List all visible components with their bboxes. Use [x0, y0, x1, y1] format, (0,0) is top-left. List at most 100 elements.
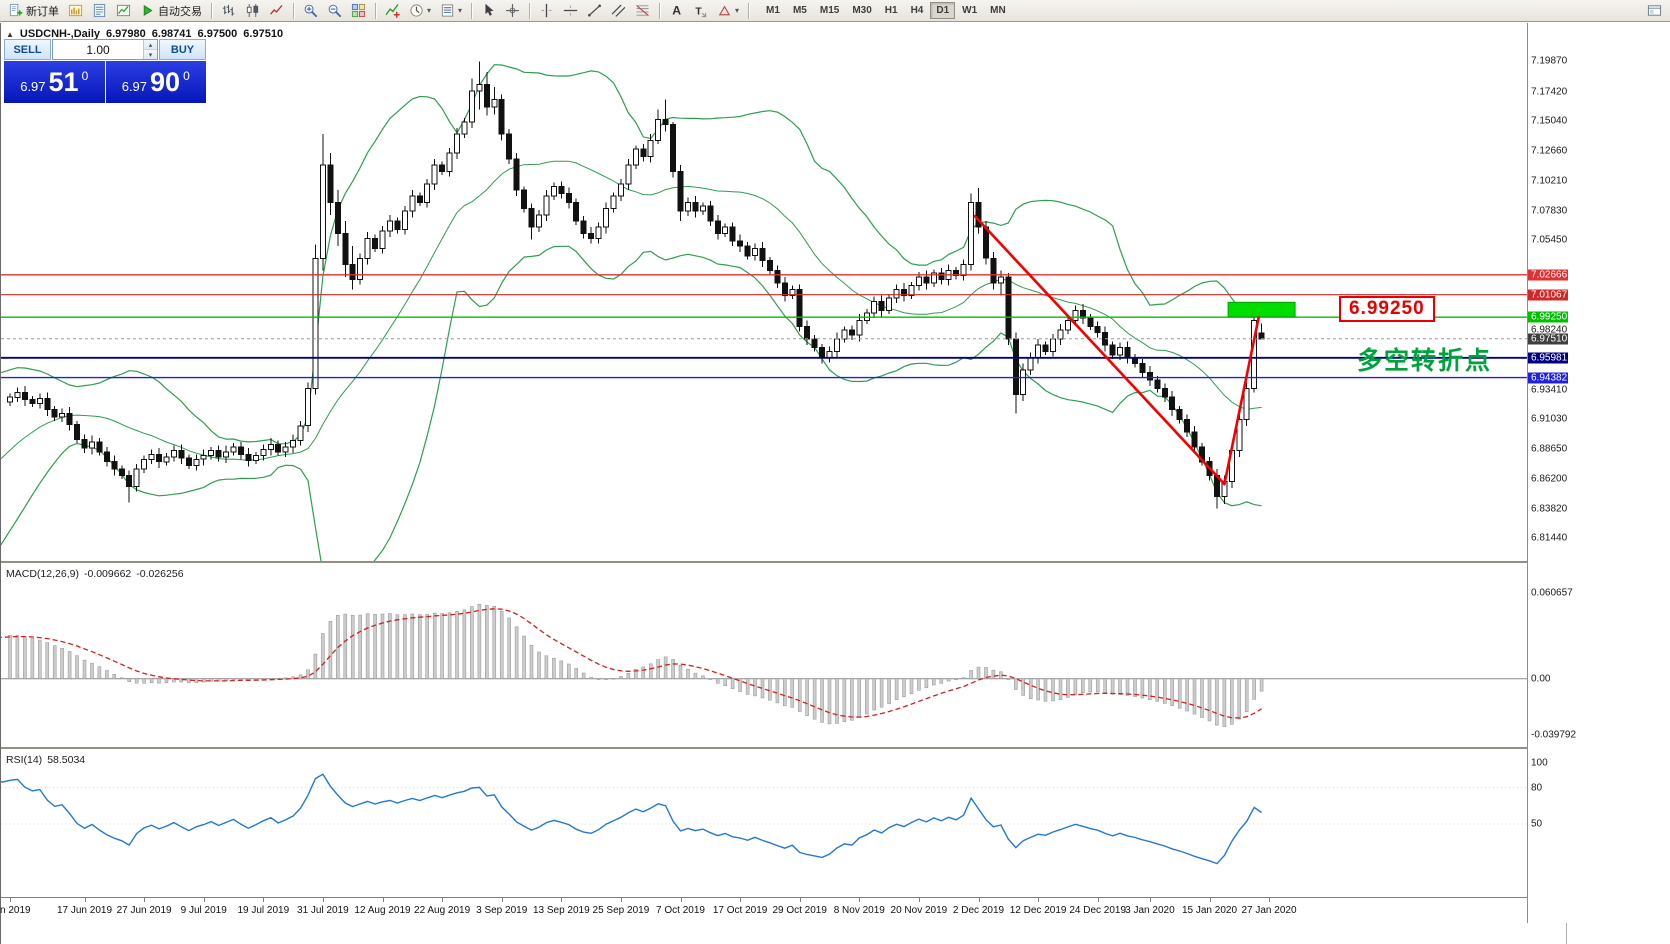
text-button[interactable]: A — [665, 1, 688, 21]
zoom-in-button[interactable] — [299, 1, 322, 21]
zoom-out-button[interactable] — [323, 1, 346, 21]
time-label: 29 Oct 2019 — [772, 905, 827, 916]
indicators-button[interactable] — [381, 1, 404, 21]
price-scale[interactable]: 7.19870 7.17420 7.15040 7.12660 7.10210 7.078… — [1527, 23, 1576, 923]
toolbar-separator — [529, 2, 531, 19]
volume-down-button[interactable]: ▾ — [144, 50, 157, 59]
buy-price-display[interactable]: 6.97 90 0 — [105, 61, 206, 103]
time-label: 25 Sep 2019 — [592, 905, 650, 916]
time-label: 12 Aug 2019 — [354, 905, 411, 916]
time-tick — [501, 898, 503, 902]
timeframe-m1-button[interactable]: M1 — [760, 2, 786, 19]
tile-windows-button[interactable] — [347, 1, 370, 21]
price-tick: 7.12660 — [1531, 145, 1568, 157]
text-icon: A — [669, 3, 684, 18]
macd-tick: 0.00 — [1531, 673, 1551, 685]
autotrading-button[interactable]: 自动交易 — [136, 1, 206, 21]
time-label: 15 Jan 2020 — [1181, 905, 1238, 916]
new-order-label: 新订单 — [26, 5, 59, 18]
horizontal-line-icon — [563, 3, 578, 18]
templates-icon — [440, 3, 455, 18]
turning-point-label[interactable]: 多空转折点 — [1357, 347, 1493, 375]
panel-divider-1[interactable] — [1, 561, 1568, 563]
timeframe-h4-button[interactable]: H4 — [905, 2, 930, 19]
price-tick: 7.07830 — [1531, 205, 1568, 217]
text-label-button[interactable]: T — [689, 1, 712, 21]
templates-button[interactable]: ▾ — [436, 1, 466, 21]
sell-price-display[interactable]: 6.97 51 0 — [4, 61, 105, 103]
sell-price-small: 6.97 — [20, 78, 46, 94]
channel-button[interactable] — [607, 1, 630, 21]
data-window-button[interactable] — [88, 1, 111, 21]
shapes-icon — [717, 3, 732, 18]
shapes-button[interactable]: ▾ — [713, 1, 743, 21]
time-tick — [561, 898, 563, 902]
price-tick: 7.17420 — [1531, 86, 1568, 98]
time-label: 3 Jan 2020 — [1125, 905, 1175, 916]
zoom-out-icon — [327, 3, 342, 18]
macd-chart[interactable] — [1, 565, 1527, 747]
vertical-line-button[interactable] — [535, 1, 558, 21]
tile-windows-icon — [351, 3, 366, 18]
line-chart-icon — [269, 3, 284, 18]
crosshair-button[interactable] — [501, 1, 524, 21]
rsi-tick: 80 — [1531, 782, 1543, 793]
trend-line-objects[interactable] — [973, 214, 1260, 486]
current-price-label: 6.97510 — [1528, 333, 1568, 345]
timeframe-w1-button[interactable]: W1 — [956, 2, 983, 19]
sell-button[interactable]: SELL — [4, 39, 51, 60]
bars-chart-button[interactable] — [217, 1, 240, 21]
line-chart-button[interactable] — [265, 1, 288, 21]
toolbar-separator — [748, 2, 750, 19]
chart-window: ▲ USDCNH-,Daily 6.97980 6.98741 6.97500 … — [0, 23, 1576, 944]
time-label: 3 Sep 2019 — [476, 905, 528, 916]
level-price-label: 6.94382 — [1528, 372, 1568, 384]
horizontal-levels[interactable] — [1, 274, 1527, 379]
trendline-button[interactable] — [583, 1, 606, 21]
time-tick — [1097, 898, 1099, 902]
time-tick — [263, 898, 265, 902]
candles-chart-icon — [245, 3, 260, 18]
volume-field[interactable]: 1.00 ▴ ▾ — [52, 39, 158, 60]
time-label: 7 Oct 2019 — [656, 905, 705, 916]
time-label: 13 Sep 2019 — [532, 905, 590, 916]
time-tick — [144, 898, 146, 902]
price-tick: 6.93410 — [1531, 384, 1568, 396]
window-controls-button[interactable] — [1643, 1, 1666, 21]
svg-text:A: A — [672, 4, 681, 18]
panel-divider-2[interactable] — [1, 747, 1568, 749]
level-price-label: 6.95981 — [1528, 352, 1568, 364]
rsi-chart[interactable] — [1, 751, 1527, 897]
strategy-tester-button[interactable] — [112, 1, 135, 21]
timeframe-d1-button[interactable]: D1 — [930, 2, 956, 19]
periods-button[interactable]: ▾ — [405, 1, 435, 21]
timeframe-mn-button[interactable]: MN — [984, 2, 1012, 19]
toolbar-separator — [659, 2, 661, 19]
price-chart[interactable] — [1, 25, 1527, 561]
time-label: 8 Nov 2019 — [833, 905, 885, 916]
volume-up-button[interactable]: ▴ — [144, 40, 157, 50]
fibonacci-button[interactable] — [631, 1, 654, 21]
time-tick — [1209, 898, 1211, 902]
timeframe-h1-button[interactable]: H1 — [879, 2, 904, 19]
horizontal-line-button[interactable] — [559, 1, 582, 21]
cursor-button[interactable] — [477, 1, 500, 21]
timeframe-m15-button[interactable]: M15 — [814, 2, 845, 19]
chart-window-button[interactable] — [64, 1, 87, 21]
vertical-line-icon — [539, 3, 554, 18]
periods-icon — [409, 3, 424, 18]
candles-chart-button[interactable] — [241, 1, 264, 21]
resistance-zone[interactable] — [1227, 301, 1296, 318]
volume-spinner: ▴ ▾ — [143, 40, 157, 59]
time-label: 2 Dec 2019 — [952, 905, 1005, 916]
zone-price-label[interactable]: 6.99250 — [1339, 296, 1435, 322]
candles-group — [7, 61, 1265, 509]
chevron-down-icon: ▾ — [735, 6, 740, 15]
buy-button[interactable]: BUY — [159, 39, 206, 60]
timeframe-m5-button[interactable]: M5 — [787, 2, 813, 19]
one-click-trading-widget: SELL 1.00 ▴ ▾ BUY 6.97 51 0 6.97 90 0 — [4, 39, 206, 103]
new-order-button[interactable]: 新订单 — [4, 1, 63, 21]
timeframe-m30-button[interactable]: M30 — [846, 2, 877, 19]
